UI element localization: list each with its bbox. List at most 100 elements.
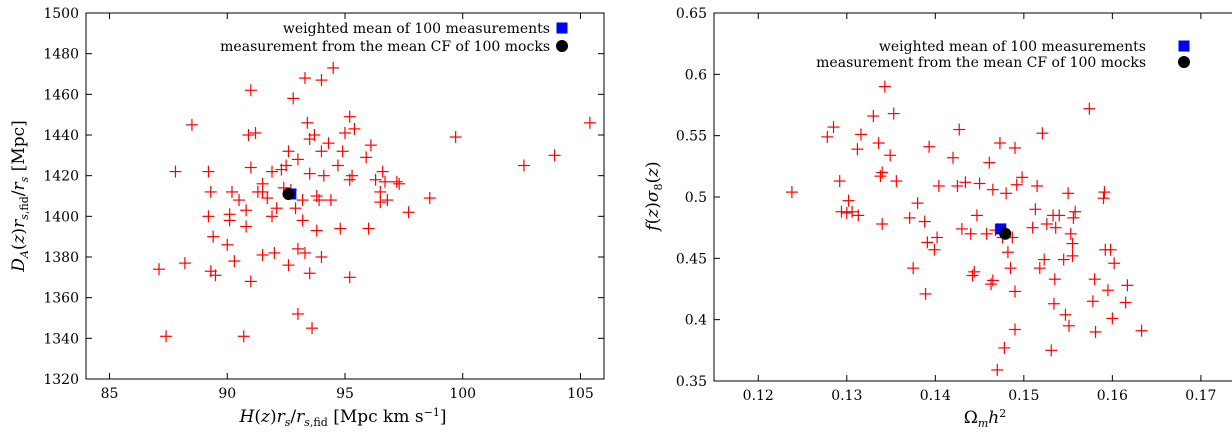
mock-point <box>1048 273 1061 286</box>
y-tick-label: 1500 <box>43 6 79 22</box>
mock-point <box>296 214 309 227</box>
x-tick-label: 0.15 <box>1008 388 1039 404</box>
mock-point <box>376 165 389 178</box>
mock-point <box>1004 262 1017 275</box>
mock-point <box>202 210 215 223</box>
mock-point <box>334 222 347 235</box>
mock-point <box>301 116 314 129</box>
mock-point <box>931 231 944 244</box>
mock-point <box>548 149 561 162</box>
mock-point <box>951 179 964 192</box>
mock-point <box>244 161 257 174</box>
y-tick-label: 1440 <box>43 128 79 144</box>
y-tick-label: 1340 <box>43 331 79 347</box>
mean-cf-point <box>999 227 1012 240</box>
y-tick-label: 0.55 <box>676 129 707 145</box>
mock-point <box>331 159 344 172</box>
left-legend-label-cf: measurement from the mean CF of 100 mock… <box>220 39 550 55</box>
mock-point <box>921 236 934 249</box>
mock-point <box>244 275 257 288</box>
legend-square-icon <box>1178 40 1190 52</box>
mock-point <box>362 222 375 235</box>
mock-point <box>402 206 415 219</box>
mock-point <box>867 110 880 123</box>
left-x-axis-label: H(z)rs/rs,fid [Mpc km s−1] <box>239 406 447 429</box>
mock-point <box>291 307 304 320</box>
mock-point <box>980 227 993 240</box>
mock-point <box>237 330 250 343</box>
mock-point <box>202 165 215 178</box>
x-tick-label: 0.14 <box>920 388 951 404</box>
mock-point <box>928 243 941 256</box>
mock-point <box>369 173 382 186</box>
mock-point <box>919 287 932 300</box>
mock-point <box>374 185 387 198</box>
mock-point <box>1000 187 1013 200</box>
mock-point <box>261 192 274 205</box>
mock-point <box>1045 344 1058 357</box>
mock-point <box>973 177 986 190</box>
mock-point <box>953 123 966 136</box>
mock-point <box>1119 296 1132 309</box>
weighted-mean-point <box>995 223 1007 235</box>
mock-point <box>1066 237 1079 250</box>
mock-point <box>233 194 246 207</box>
mock-point <box>322 137 335 150</box>
mock-point <box>932 179 945 192</box>
mock-point <box>1062 319 1075 332</box>
mock-point <box>968 265 981 278</box>
mock-point <box>1033 262 1046 275</box>
mock-point <box>1101 284 1114 297</box>
mock-point <box>308 129 321 141</box>
mock-point <box>1067 211 1080 224</box>
mock-point <box>833 175 846 188</box>
mock-point <box>282 259 295 272</box>
mock-point <box>339 126 351 139</box>
mock-point <box>1001 246 1014 259</box>
mock-point <box>296 194 309 207</box>
mock-point <box>991 363 1004 376</box>
right-legend-label-cf: measurement from the mean CF of 100 mock… <box>816 55 1146 71</box>
mock-point <box>360 151 373 164</box>
mock-point <box>256 248 269 261</box>
y-tick-label: 1420 <box>43 169 79 185</box>
x-tick-label: 100 <box>449 386 476 402</box>
right-axis-ticks: 0.12 0.13 0.14 0.15 0.16 0.17 0.35 0.4 0.45 0.5 0.… <box>676 6 1217 404</box>
left-legend-label-mean: weighted mean of 100 measurements <box>283 21 550 37</box>
mock-point <box>348 122 361 135</box>
mock-point <box>221 238 234 251</box>
mock-point <box>209 269 222 282</box>
mock-point <box>291 242 304 255</box>
right-scatter-plot: 0.12 0.13 0.14 0.15 0.16 0.17 0.35 0.4 0.45 0.5 0.… <box>643 6 1232 430</box>
mock-point <box>266 210 279 223</box>
legend-circle-icon <box>556 40 568 52</box>
mock-point <box>287 92 300 105</box>
mock-point <box>256 185 269 198</box>
mock-point <box>1064 227 1077 240</box>
mock-point <box>1089 325 1102 338</box>
mock-point <box>1098 186 1111 199</box>
mock-point <box>887 107 900 120</box>
mock-point <box>266 165 279 178</box>
x-tick-label: 0.16 <box>1097 388 1128 404</box>
mock-point <box>964 227 977 240</box>
mock-point <box>878 80 891 93</box>
mock-point <box>852 209 865 222</box>
mock-point <box>970 209 983 222</box>
y-tick-label: 0.35 <box>676 374 707 390</box>
right-y-axis-label: f(z)σ8(z) <box>643 161 665 232</box>
mock-point <box>827 121 840 134</box>
right-x-axis-label: Ωmh2 <box>964 407 1007 430</box>
mock-point <box>840 206 853 219</box>
mock-point <box>160 330 173 343</box>
y-tick-label: 0.5 <box>685 190 707 206</box>
x-tick-label: 90 <box>218 386 236 402</box>
mock-point <box>249 126 262 139</box>
y-tick-label: 0.65 <box>676 6 707 22</box>
mock-point <box>854 128 867 141</box>
mock-point <box>185 118 198 131</box>
left-legend: weighted mean of 100 measurements measur… <box>220 21 568 55</box>
left-plot-frame <box>85 12 605 380</box>
mock-point <box>785 186 798 199</box>
